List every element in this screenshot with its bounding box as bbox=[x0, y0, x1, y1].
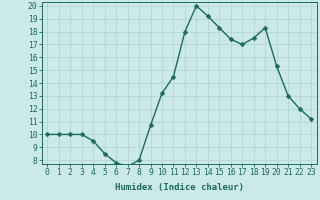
X-axis label: Humidex (Indice chaleur): Humidex (Indice chaleur) bbox=[115, 183, 244, 192]
